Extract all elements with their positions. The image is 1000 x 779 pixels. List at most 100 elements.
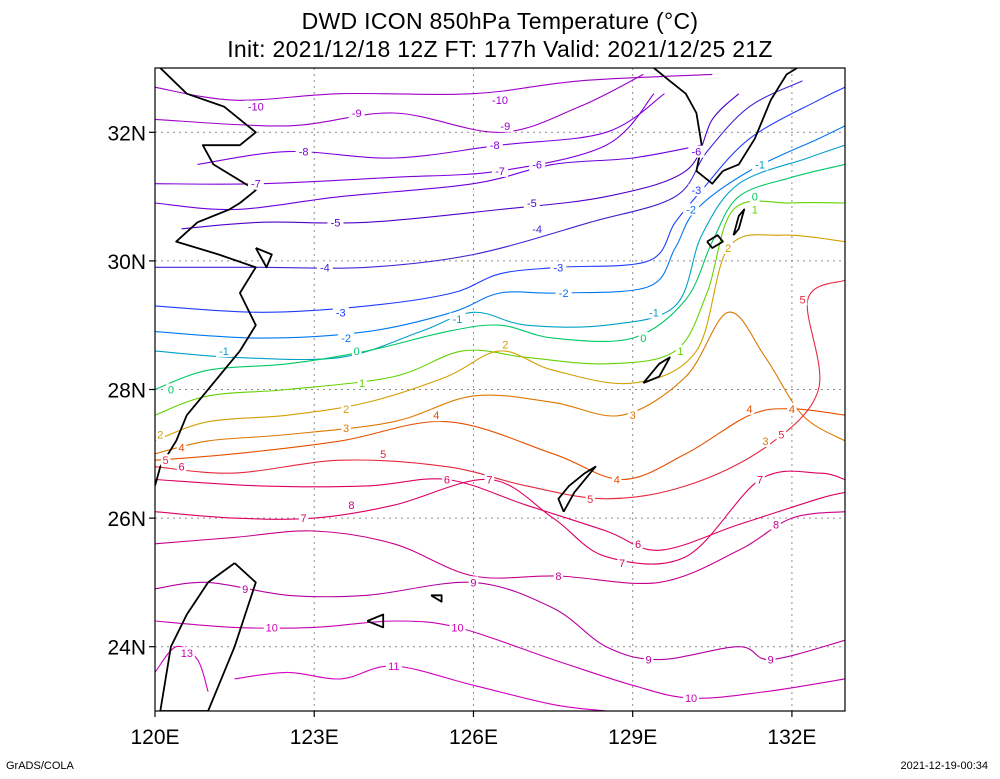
contour-label-bg <box>723 242 733 255</box>
contour-label: -7 <box>495 166 505 178</box>
contour-line <box>155 86 845 313</box>
contour-label: 3 <box>630 410 636 422</box>
contour-label: 4 <box>433 410 439 422</box>
contour-label: 6 <box>444 475 450 487</box>
contour-label-bg <box>442 473 452 486</box>
contour-label-bg <box>750 190 760 203</box>
lat-tick-label: 30N <box>107 251 146 274</box>
contour-label-bg <box>346 499 357 512</box>
contour-label-bg <box>675 344 686 357</box>
contour-label-bg <box>155 428 166 441</box>
contour-label: 2 <box>343 404 349 416</box>
contour-label: 4 <box>789 404 795 416</box>
contour-label: -1 <box>649 307 659 319</box>
contour-label-bg <box>176 441 187 454</box>
coastline-zhoushan <box>255 247 273 269</box>
contour-label-bg <box>431 409 442 422</box>
contour-label-bg <box>760 434 771 447</box>
contour-label-bg <box>645 306 662 319</box>
contour-label-bg <box>332 306 349 319</box>
contour-line <box>234 665 607 711</box>
contour-label: 5 <box>380 449 386 461</box>
contour-label-bg <box>585 492 595 505</box>
contour-label: 10 <box>451 622 463 634</box>
contour-label-bg <box>449 312 466 325</box>
contour-label-bg <box>178 647 195 660</box>
contour-label: 4 <box>614 475 620 487</box>
contour-label: 0 <box>168 385 174 397</box>
contour-label: 7 <box>619 558 625 570</box>
contour-line <box>155 311 845 455</box>
coastline-tanegashima <box>732 208 746 236</box>
axis-ticks: 120E 123E 126E 129E 132E 24N 26N 28N 30N 32N <box>107 122 816 749</box>
contour-label: -6 <box>532 159 542 171</box>
contour-label-bg <box>617 557 627 570</box>
lon-tick-label: 132E <box>767 726 816 749</box>
contour-label-bg <box>744 402 755 415</box>
contour-label: -10 <box>492 95 508 107</box>
contour-line <box>155 470 845 565</box>
contour-label: 3 <box>762 436 768 448</box>
contour-label-bg <box>263 621 280 634</box>
lon-tick-label: 129E <box>608 726 657 749</box>
contour-label: -2 <box>559 288 569 300</box>
contour-label-bg <box>166 383 176 396</box>
contour-label: -1 <box>755 159 765 171</box>
contour-label-bg <box>492 164 508 177</box>
contour-label: -9 <box>352 108 362 120</box>
contour-label-bg <box>500 338 511 351</box>
contour-label-bg <box>553 569 564 582</box>
contour-label: 8 <box>348 500 354 512</box>
contour-line <box>155 279 845 500</box>
contour-line <box>155 73 644 133</box>
contour-label: 1 <box>677 346 683 358</box>
lat-tick-label: 28N <box>107 380 146 403</box>
map-subtitle: Init: 2021/12/18 12Z FT: 177h Valid: 202… <box>227 36 773 62</box>
coastline-kyushu-east <box>722 68 798 172</box>
contour-label-bg <box>529 158 546 171</box>
contour-line <box>181 93 740 230</box>
contour-label-bg <box>529 222 546 235</box>
contour-line <box>155 620 845 699</box>
contour-label-bg <box>176 460 187 473</box>
contour-label-bg <box>160 454 171 467</box>
contour-label: 9 <box>470 577 476 589</box>
contour-label: 4 <box>746 404 752 416</box>
coastlines <box>155 68 798 711</box>
lat-tick-label: 26N <box>107 508 146 531</box>
contour-label: 7 <box>301 513 307 525</box>
contour-line <box>155 478 845 551</box>
map-grid <box>155 68 845 711</box>
contour-label: 5 <box>587 494 593 506</box>
contour-label: 5 <box>163 455 169 467</box>
contour-label-bg <box>638 332 649 345</box>
contour-label-bg <box>627 409 638 422</box>
contour-label-bg <box>378 447 388 460</box>
contour-label-bg <box>750 203 760 216</box>
contour-line <box>155 144 702 211</box>
coastline-amami <box>642 356 671 384</box>
contour-label: -6 <box>691 147 701 159</box>
contour-label: -3 <box>336 307 346 319</box>
contour-label: -2 <box>341 333 351 345</box>
lon-tick-label: 126E <box>449 726 498 749</box>
contour-label-bg <box>351 344 362 357</box>
lat-tick-label: 32N <box>107 122 146 145</box>
contour-line <box>155 80 803 269</box>
contour-label-bg <box>468 576 479 589</box>
contour-label-bg <box>683 692 700 705</box>
contour-label-bg <box>216 344 232 357</box>
contour-label: 2 <box>725 243 731 255</box>
contour-labels: -10-10-9-9-8-8-7-7-6-6-5-5-4-4-3-3-3-2-2… <box>155 94 808 705</box>
contour-label-bg <box>752 158 769 171</box>
contour-label: 9 <box>646 655 652 667</box>
lat-tick-label: 24N <box>107 637 146 660</box>
coastline-okinawa <box>557 465 597 513</box>
contour-label: 5 <box>799 294 805 306</box>
footer-timestamp: 2021-12-19-00:34 <box>900 760 988 772</box>
contour-line <box>155 125 845 339</box>
contour-label: -5 <box>527 198 537 210</box>
contour-label: -3 <box>691 185 701 197</box>
contour-label: 7 <box>757 475 763 487</box>
